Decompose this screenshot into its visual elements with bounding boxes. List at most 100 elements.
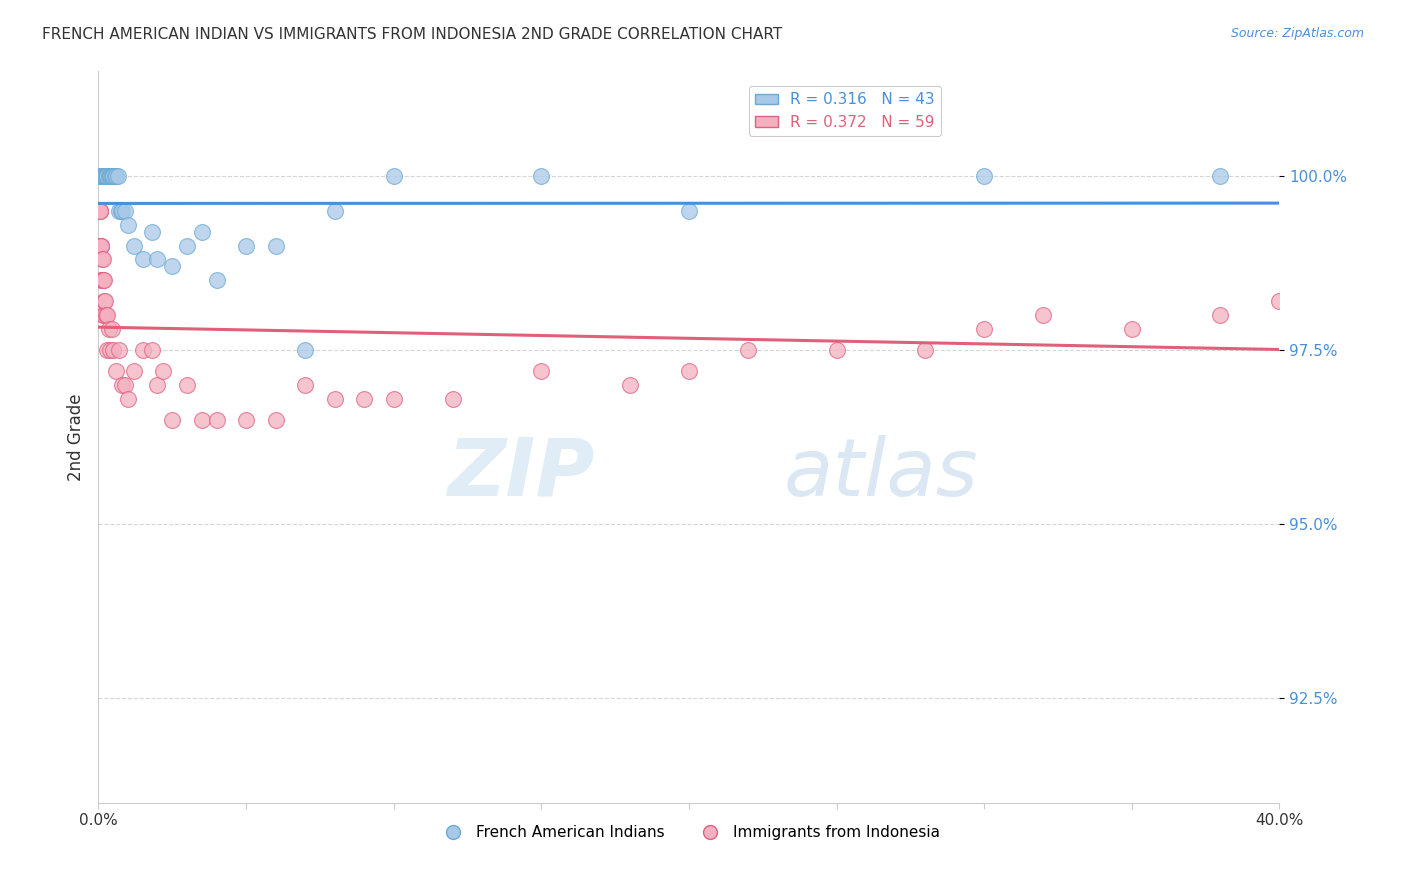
Point [191,412,214,426]
Point [93,308,115,322]
Point [91,252,114,267]
Point [132,252,155,267]
Point [105,169,128,183]
Point [825,343,848,357]
Point [91,169,114,183]
Point [90,169,112,183]
Point [111,377,134,392]
Point [1268,294,1291,309]
Point [1209,169,1232,183]
Point [1327,273,1350,287]
Point [101,169,124,183]
Point [94,294,117,309]
Point [98,169,121,183]
Point [90,169,112,183]
Point [678,364,700,378]
Point [89,203,111,218]
Point [93,294,115,309]
Point [353,392,375,406]
Point [90,273,112,287]
Point [96,169,118,183]
Point [382,392,405,406]
Point [914,343,936,357]
Point [94,308,117,322]
Point [100,169,122,183]
Point [96,308,118,322]
Point [176,238,198,252]
Point [152,364,174,378]
Point [146,377,169,392]
Legend: French American Indians, Immigrants from Indonesia: French American Indians, Immigrants from… [432,819,946,847]
Point [91,273,114,287]
Point [100,169,122,183]
Point [93,169,115,183]
Point [441,392,464,406]
Point [162,260,183,274]
Point [117,218,139,232]
Point [103,169,125,183]
Point [737,343,759,357]
Point [94,169,117,183]
Point [105,364,128,378]
Point [90,238,112,252]
Point [294,377,316,392]
Point [96,169,118,183]
Point [141,225,163,239]
Point [141,343,163,357]
Point [93,308,115,322]
Point [530,169,553,183]
Point [103,343,125,357]
Point [117,392,139,406]
Point [93,169,115,183]
Text: atlas: atlas [783,434,979,513]
Point [90,238,112,252]
Point [323,392,346,406]
Point [1209,308,1232,322]
Point [132,343,155,357]
Point [235,238,257,252]
Point [323,203,346,218]
Point [205,412,228,426]
Point [91,252,114,267]
Y-axis label: 2nd Grade: 2nd Grade [66,393,84,481]
Point [122,238,145,252]
Point [91,169,114,183]
Point [191,225,214,239]
Text: Source: ZipAtlas.com: Source: ZipAtlas.com [1230,27,1364,40]
Point [973,322,995,336]
Point [94,169,117,183]
Point [107,169,129,183]
Point [264,238,287,252]
Point [98,343,121,357]
Text: FRENCH AMERICAN INDIAN VS IMMIGRANTS FROM INDONESIA 2ND GRADE CORRELATION CHART: FRENCH AMERICAN INDIAN VS IMMIGRANTS FRO… [42,27,782,42]
Point [96,343,118,357]
Point [89,203,111,218]
Point [382,169,405,183]
Point [90,238,112,252]
Point [619,377,641,392]
Point [97,322,120,336]
Point [205,273,228,287]
Point [114,377,136,392]
Point [91,273,114,287]
Point [973,169,995,183]
Point [114,203,136,218]
Point [1121,322,1143,336]
Point [111,203,134,218]
Point [162,412,183,426]
Text: ZIP: ZIP [447,434,595,513]
Point [97,169,120,183]
Point [146,252,169,267]
Point [1032,308,1054,322]
Point [98,169,121,183]
Point [110,203,132,218]
Point [89,203,111,218]
Point [93,273,115,287]
Point [91,273,114,287]
Point [678,203,700,218]
Point [108,343,131,357]
Point [104,169,127,183]
Point [89,238,111,252]
Point [294,343,316,357]
Point [87,203,110,218]
